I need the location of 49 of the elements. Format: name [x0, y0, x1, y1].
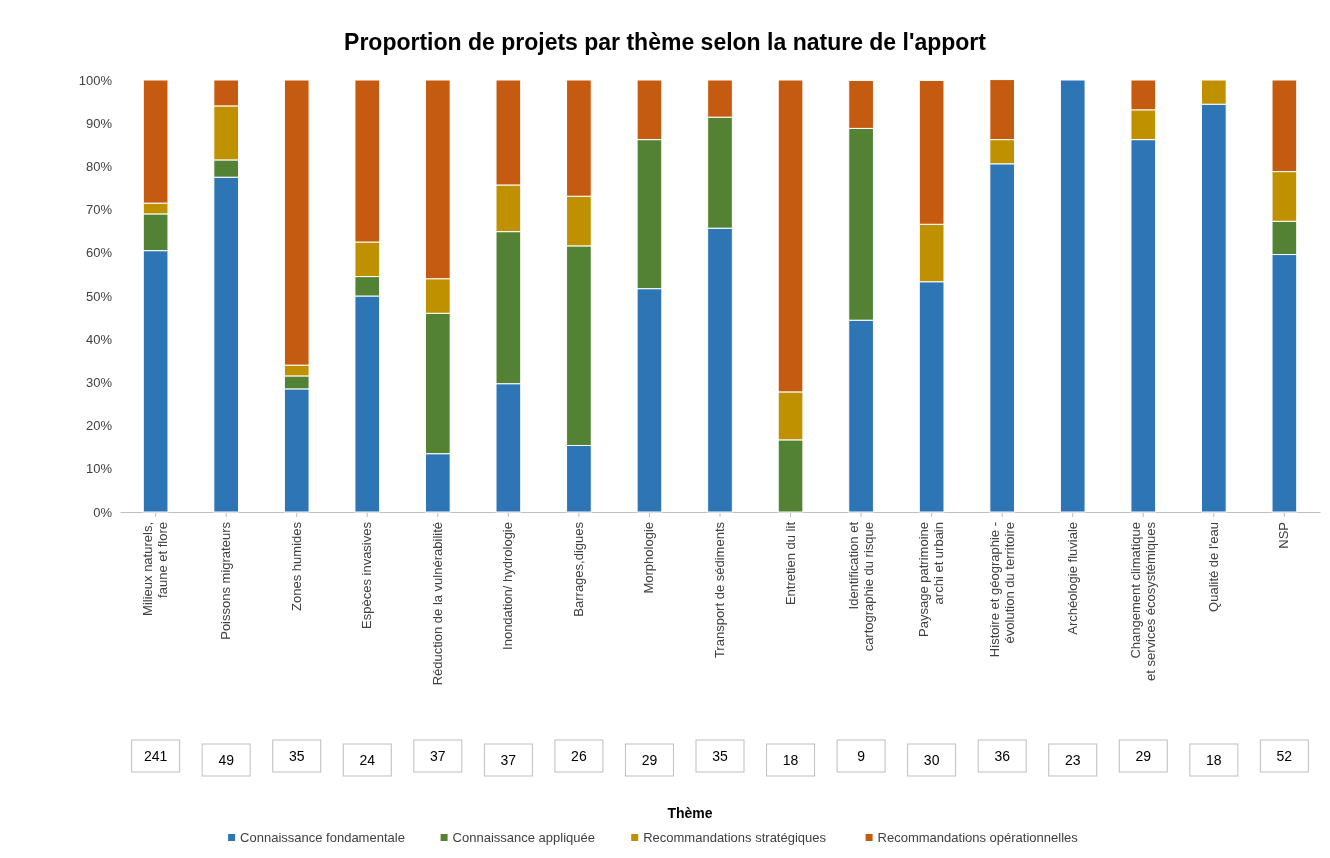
y-tick-label: 30% — [85, 375, 113, 391]
text: 35 — [712, 748, 728, 764]
x-tick-label: Identification et cartographie du risque — [845, 521, 876, 652]
x-tick-label: Qualité de l'eau — [1205, 522, 1221, 612]
x-tick-label: Transport de sédiments — [712, 521, 727, 659]
x-tick-label: Milieux naturels, faune et flore — [140, 522, 171, 616]
bar — [1059, 79, 1086, 513]
y-tick-label: 50% — [85, 288, 113, 304]
text: 49 — [218, 752, 235, 768]
legend-label: Connaissance appliquée — [452, 830, 595, 845]
legend-label: Connaissance fondamentale — [240, 830, 405, 845]
x-tick-label: Zones humides — [288, 521, 304, 611]
y-tick-label: 100% — [78, 72, 113, 88]
text: Thème — [667, 805, 713, 821]
chart-title: Proportion de projets par thème selon la nature de l'apport — [344, 29, 987, 55]
text: 23 — [1064, 752, 1081, 768]
x-tick-label: NSP — [1276, 522, 1292, 549]
y-tick-label: 20% — [85, 418, 113, 434]
y-tick-label: 80% — [85, 159, 113, 175]
x-tick-label: Inondation/ hydrologie — [500, 522, 516, 650]
text: 37 — [430, 748, 446, 764]
y-tick-label: 10% — [85, 461, 113, 477]
text: 29 — [1135, 748, 1152, 764]
legend-label: Recommandations opérationnelles — [877, 830, 1079, 845]
x-tick-label: Archéologie fluviale — [1064, 522, 1080, 635]
text: 30 — [923, 752, 940, 768]
legend-label: Recommandations stratégiques — [643, 830, 827, 845]
text: 26 — [571, 748, 587, 764]
y-tick-label: 40% — [85, 331, 113, 347]
x-tick-label: Réduction de la vulnérabilité — [429, 522, 445, 686]
y-tick-label: 0% — [93, 504, 113, 520]
x-tick-label: Entretien du lit — [782, 521, 798, 606]
text: 35 — [288, 748, 305, 764]
text: 52 — [1276, 748, 1293, 764]
x-tick-label: Morphologie — [641, 522, 657, 594]
text: 18 — [1206, 752, 1222, 768]
text: 29 — [641, 752, 658, 768]
y-tick-label: 60% — [85, 245, 113, 261]
text: 37 — [500, 752, 517, 768]
text: 9 — [857, 748, 866, 764]
text: 18 — [782, 752, 799, 768]
x-tick-label: Poissons migrateurs — [218, 521, 234, 640]
y-tick-label: 70% — [85, 202, 113, 218]
x-tick-label: Barrages,digues — [570, 521, 586, 617]
y-tick-label: 90% — [85, 115, 113, 131]
x-tick-label: Espèces invasives — [359, 521, 375, 629]
text: 36 — [994, 748, 1011, 764]
text: 24 — [359, 752, 376, 768]
text: 241 — [143, 748, 168, 764]
